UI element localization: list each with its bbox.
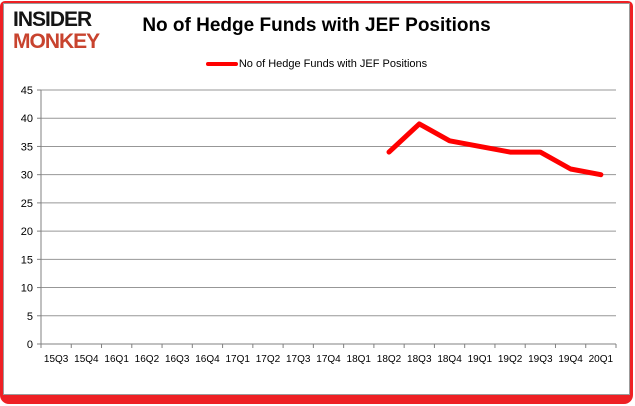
- y-axis-tick-label: 20: [21, 226, 33, 238]
- x-axis-tick-label: 19Q1: [468, 354, 493, 365]
- insider-monkey-logo: INSIDER MONKEY: [13, 8, 100, 53]
- x-axis-tick-label: 17Q1: [225, 354, 250, 365]
- y-axis-tick-label: 0: [27, 339, 33, 351]
- chart-title: No of Hedge Funds with JEF Positions: [142, 15, 491, 36]
- x-axis-tick-label: 18Q2: [377, 354, 402, 365]
- y-axis-tick-label: 40: [21, 113, 33, 125]
- y-axis-tick-label: 35: [21, 141, 33, 153]
- logo-line-monkey: MONKEY: [13, 30, 100, 53]
- legend: No of Hedge Funds with JEF Positions: [4, 58, 629, 70]
- x-axis-tick-label: 19Q2: [498, 354, 523, 365]
- x-axis-tick-label: 17Q3: [286, 354, 311, 365]
- x-axis-tick-label: 16Q1: [104, 354, 129, 365]
- x-axis-tick-label: 17Q2: [256, 354, 281, 365]
- y-axis-tick-label: 45: [21, 85, 33, 97]
- x-axis-tick-label: 15Q3: [44, 354, 69, 365]
- x-axis-tick-label: 16Q3: [165, 354, 190, 365]
- x-axis-tick-label: 16Q4: [195, 354, 220, 365]
- x-axis-tick-label: 16Q2: [135, 354, 160, 365]
- x-axis-tick-label: 17Q4: [316, 354, 341, 365]
- y-axis-tick-label: 30: [21, 170, 33, 182]
- x-axis-tick-label: 18Q4: [437, 354, 462, 365]
- y-axis-tick-label: 25: [21, 198, 33, 210]
- x-axis-tick-label: 19Q4: [558, 354, 583, 365]
- x-axis-tick-label: 19Q3: [528, 354, 553, 365]
- x-axis-tick-label: 15Q4: [74, 354, 99, 365]
- line-chart: 0 5 10 15 20 25 30 35 40 45 15Q3 15Q4 16Q1 16Q2 16Q3 16…: [21, 85, 617, 365]
- legend-line-swatch: [205, 62, 238, 66]
- x-axis-tick-label: 18Q3: [407, 354, 432, 365]
- series-line: [386, 121, 604, 178]
- y-axis-tick-label: 15: [21, 254, 33, 266]
- x-axis-tick-label: 18Q1: [347, 354, 372, 365]
- y-axis-tick-label: 5: [27, 311, 33, 323]
- chart-card: INSIDER MONKEY No of Hedge Funds with JE…: [3, 3, 630, 395]
- x-axis-tick-label: 20Q1: [589, 354, 614, 365]
- legend-label: No of Hedge Funds with JEF Positions: [238, 58, 428, 70]
- y-axis-tick-label: 10: [21, 283, 33, 295]
- logo-line-insider: INSIDER: [13, 8, 92, 31]
